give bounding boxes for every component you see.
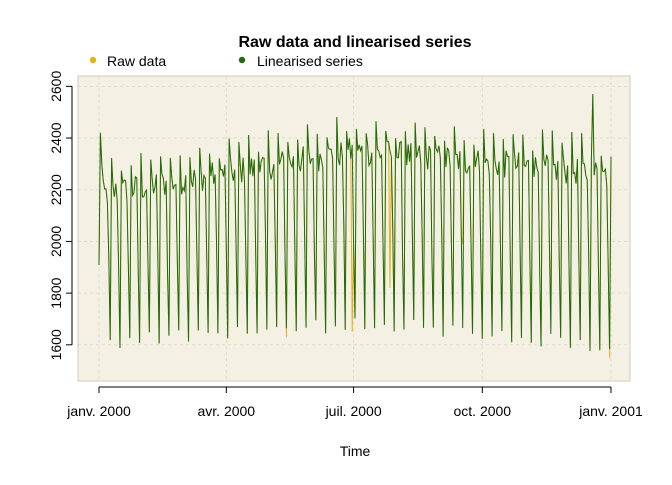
y-tick-label: 1800 [48,277,64,308]
y-tick-label: 2600 [48,71,64,102]
y-axis: 1600 1800 2000 2200 2400 2600 [48,71,73,360]
x-axis-title: Time [340,443,371,459]
linearised-series [98,94,612,352]
y-tick-label: 2000 [48,226,64,257]
x-axis: janv. 2000 avr. 2000 juil. 2000 oct. 2000 ja… [66,386,643,419]
x-tick-label: janv. 2001 [578,403,643,419]
plot-frame [77,75,631,382]
y-tick-label: 1600 [48,329,64,360]
legend: Raw data Linearised series [89,53,363,69]
legend-label-raw: Raw data [107,53,166,69]
legend-marker-raw [89,56,97,64]
x-tick-label: avr. 2000 [197,403,255,419]
legend-marker-linearised [238,56,246,64]
x-tick-label: janv. 2000 [66,403,131,419]
x-tick-label: oct. 2000 [453,403,511,419]
chart-title: Raw data and linearised series [239,34,472,51]
legend-label-linearised: Linearised series [257,53,363,69]
y-tick-label: 2400 [48,122,64,153]
linearised-series-line [98,94,612,352]
y-tick-label: 2200 [48,174,64,205]
x-tick-label: juil. 2000 [325,403,382,419]
